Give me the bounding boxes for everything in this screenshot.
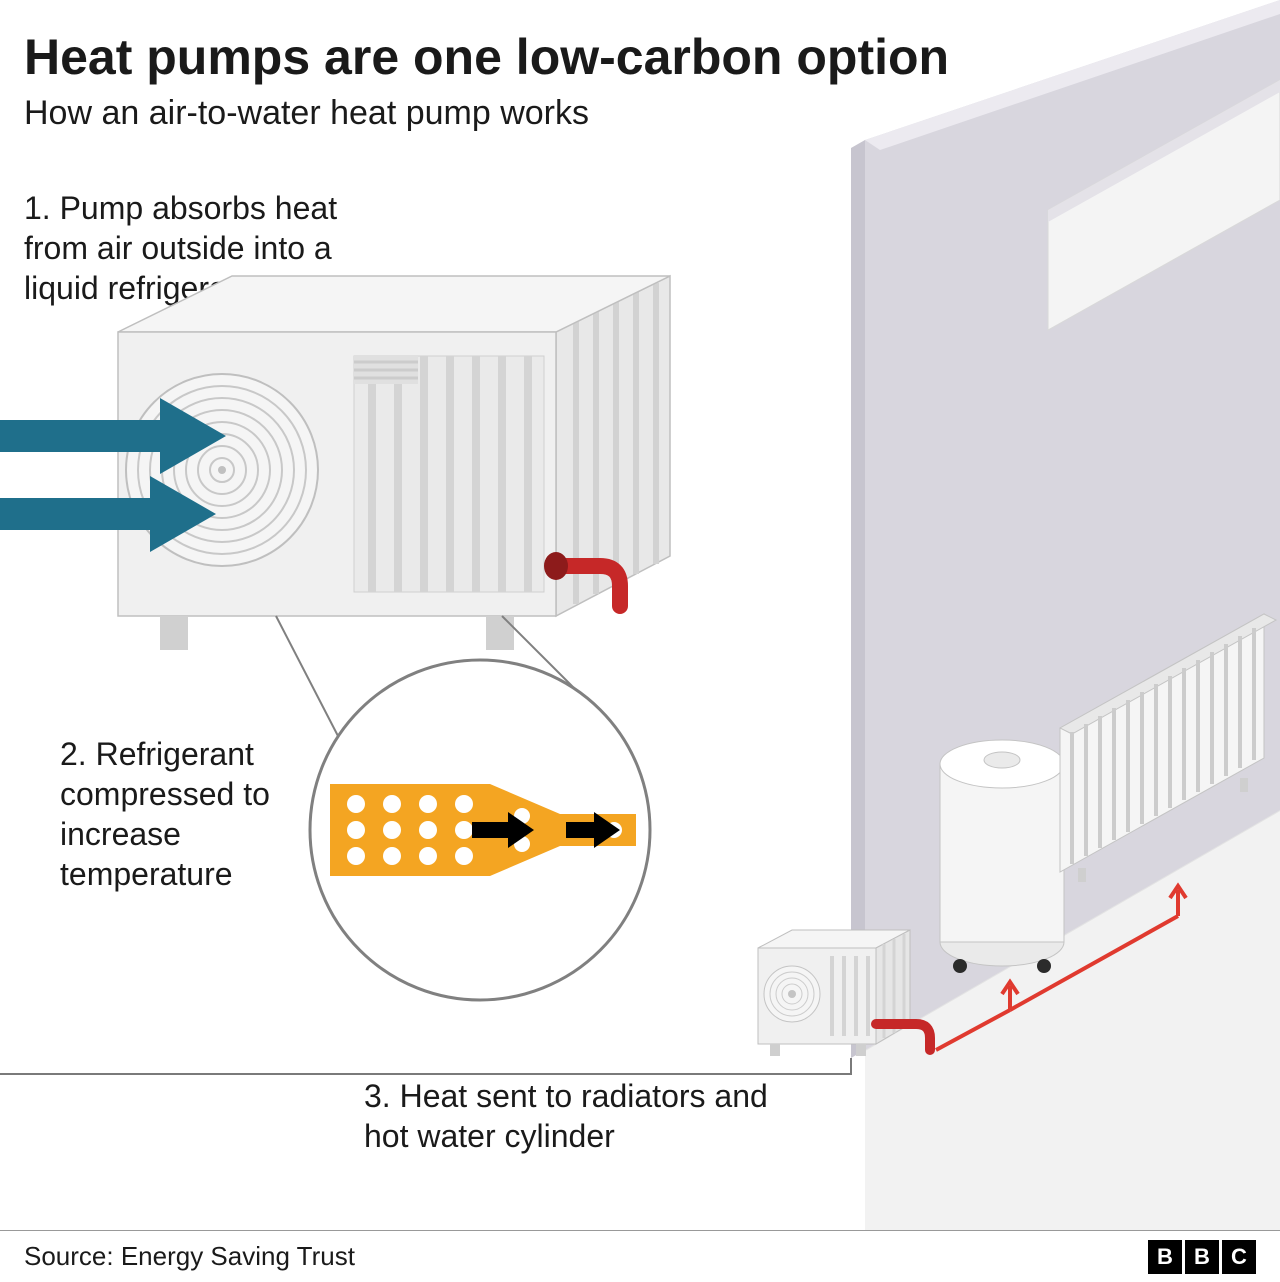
heat-pump-large: [118, 276, 670, 650]
heat-pump-small: [758, 930, 910, 1056]
heat-pump-diagram: [0, 0, 1280, 1230]
bbc-b1: B: [1148, 1240, 1182, 1274]
bbc-c: C: [1222, 1240, 1256, 1274]
source-label: Source: Energy Saving Trust: [24, 1241, 355, 1272]
bbc-logo: B B C: [1148, 1240, 1256, 1274]
bbc-b2: B: [1185, 1240, 1219, 1274]
footer: Source: Energy Saving Trust B B C: [0, 1230, 1280, 1282]
compression-zoom: [310, 660, 650, 1000]
ground-line: [0, 1058, 851, 1074]
hot-water-cylinder: [940, 740, 1064, 973]
